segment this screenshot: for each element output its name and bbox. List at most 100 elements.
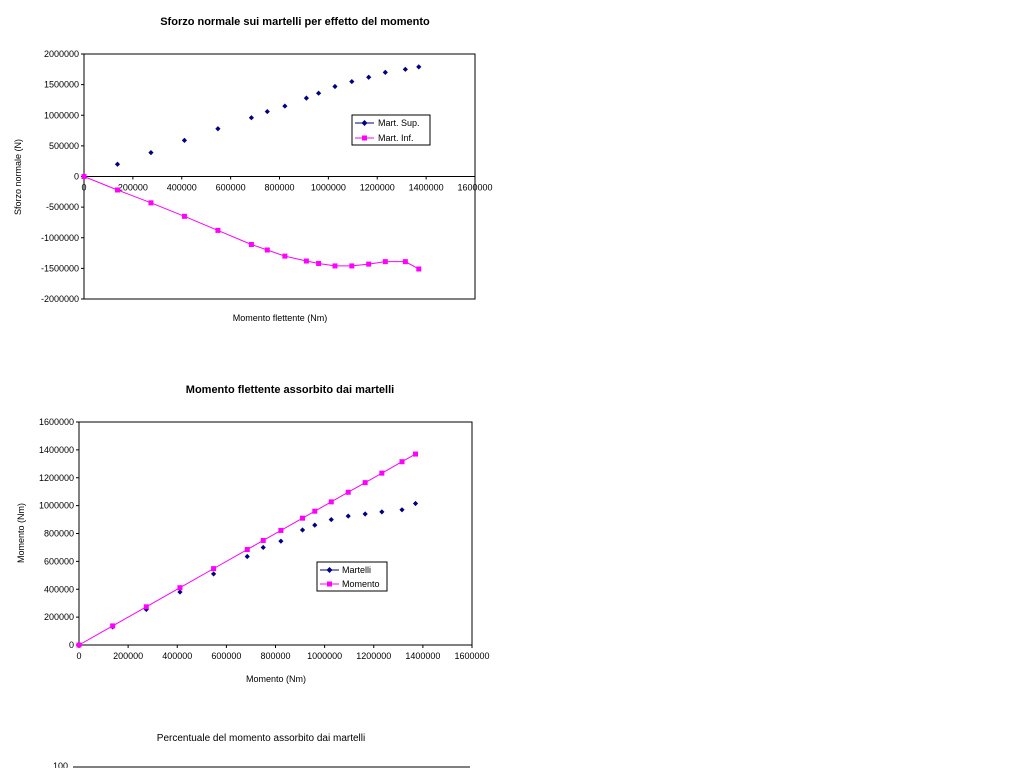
data-point-martelli — [345, 513, 351, 519]
data-point-mart-sup — [282, 103, 288, 109]
data-point-mart-inf — [81, 174, 87, 179]
x-tick-label: 200000 — [113, 651, 143, 661]
x-tick-label: 1600000 — [457, 183, 492, 193]
data-point-martelli — [362, 511, 368, 517]
data-point-mart-sup — [264, 108, 270, 115]
data-point-momento — [328, 499, 334, 505]
data-point-mart-inf — [402, 259, 408, 265]
data-point-mart-sup — [316, 90, 322, 96]
chart-3-y-tick-label: 100 — [53, 761, 68, 768]
x-tick-label: 400000 — [167, 183, 197, 193]
legend-label-mart-sup: Mart. Sup. — [378, 118, 420, 128]
data-point-mart-sup — [114, 161, 121, 167]
chart-2: Momento flettente assorbito dai martelli… — [16, 384, 490, 684]
y-tick-label: 500000 — [49, 141, 79, 151]
chart-2-title: Momento flettente assorbito dai martelli — [186, 384, 394, 396]
x-tick-label: 800000 — [260, 651, 290, 661]
legend-label-mart-inf: Mart. Inf. — [378, 133, 414, 143]
data-point-momento — [110, 623, 116, 629]
y-tick-label: -1000000 — [41, 233, 79, 243]
chart-2-legend: Martelli Momento — [316, 561, 388, 592]
data-point-mart-sup — [366, 74, 372, 80]
data-point-martelli — [177, 589, 183, 595]
data-point-mart-sup — [349, 78, 355, 85]
legend-marker-momento — [327, 581, 332, 587]
data-point-mart-sup — [248, 115, 254, 121]
chart-1-series — [81, 64, 422, 272]
y-tick-label: -500000 — [46, 202, 79, 212]
data-point-mart-inf — [316, 260, 322, 266]
chart-1-title: Sforzo normale sui martelli per effetto … — [160, 16, 430, 28]
chart-1-legend: Mart. Sup. Mart. Inf. — [351, 114, 431, 146]
data-point-martelli — [278, 538, 284, 544]
chart-3: Percentuale del momento assorbito dai ma… — [53, 733, 470, 768]
x-tick-label: 0 — [81, 183, 86, 193]
data-point-mart-sup — [416, 64, 422, 70]
chart-1-x-label: Momento flettente (Nm) — [233, 313, 328, 323]
data-point-mart-inf — [416, 266, 422, 272]
data-point-mart-inf — [282, 253, 288, 259]
legend-label-martelli: Martelli — [342, 565, 371, 575]
data-point-momento — [177, 585, 183, 591]
x-tick-label: 800000 — [264, 183, 294, 193]
y-tick-label: 600000 — [44, 556, 74, 566]
data-point-momento — [211, 566, 217, 572]
y-tick-label: -1500000 — [41, 263, 79, 273]
data-point-martelli — [260, 544, 266, 551]
y-tick-label: 1600000 — [39, 417, 74, 427]
data-point-mart-inf — [382, 259, 388, 265]
data-point-mart-inf — [349, 263, 355, 269]
y-tick-label: -2000000 — [41, 294, 79, 304]
data-point-momento — [76, 642, 82, 648]
y-tick-label: 800000 — [44, 529, 74, 539]
legend-marker-mart-inf — [362, 135, 367, 141]
data-point-martelli — [399, 507, 405, 513]
data-point-momento — [399, 459, 405, 465]
data-point-mart-sup — [148, 150, 154, 156]
data-point-momento — [300, 515, 306, 521]
chart-2-y-axis: 1600000 1400000 1200000 1000000 800000 600000… — [39, 417, 79, 650]
chart-1-y-axis: 2000000150000010000005000000-500000-1000… — [41, 49, 84, 304]
chart-1: Sforzo normale sui martelli per effetto … — [13, 16, 493, 323]
x-tick-label: 0 — [76, 651, 81, 661]
data-point-momento — [345, 489, 351, 495]
data-point-momento — [278, 527, 284, 533]
data-point-momento — [379, 470, 385, 476]
legend-label-momento: Momento — [342, 579, 380, 589]
x-tick-label: 600000 — [211, 651, 241, 661]
chart-2-x-label: Momento (Nm) — [246, 674, 306, 684]
x-tick-label: 1000000 — [311, 183, 346, 193]
x-tick-label: 1400000 — [409, 183, 444, 193]
data-point-momento — [362, 480, 368, 486]
x-tick-label: 1400000 — [405, 651, 440, 661]
x-tick-label: 200000 — [118, 183, 148, 193]
x-tick-label: 1600000 — [454, 651, 489, 661]
data-point-mart-sup — [215, 126, 221, 132]
data-point-mart-inf — [148, 200, 154, 206]
x-tick-label: 1200000 — [356, 651, 391, 661]
y-tick-label: 1400000 — [39, 445, 74, 455]
data-point-mart-inf — [181, 213, 187, 219]
data-point-momento — [244, 547, 250, 553]
data-point-mart-sup — [181, 137, 188, 143]
data-point-mart-inf — [114, 187, 120, 193]
data-point-martelli — [412, 500, 419, 507]
data-point-mart-sup — [303, 95, 309, 101]
chart-3-title: Percentuale del momento assorbito dai ma… — [157, 733, 365, 744]
y-tick-label: 0 — [69, 640, 74, 650]
chart-2-x-axis: 0 200000 400000 600000 800000 1000000 1200000 1… — [76, 645, 490, 661]
y-tick-label: 1000000 — [39, 501, 74, 511]
data-point-momento — [143, 604, 149, 610]
data-point-mart-inf — [366, 261, 372, 267]
legend-marker-martelli — [326, 567, 333, 573]
y-tick-label: 0 — [74, 172, 79, 182]
data-point-momento — [260, 537, 266, 543]
y-tick-label: 200000 — [44, 612, 74, 622]
series-line-momento — [78, 453, 416, 646]
y-tick-label: 400000 — [44, 584, 74, 594]
data-point-martelli — [312, 522, 318, 528]
data-point-martelli — [299, 527, 306, 533]
legend-marker-mart-sup — [361, 120, 368, 126]
data-point-martelli — [379, 509, 385, 515]
